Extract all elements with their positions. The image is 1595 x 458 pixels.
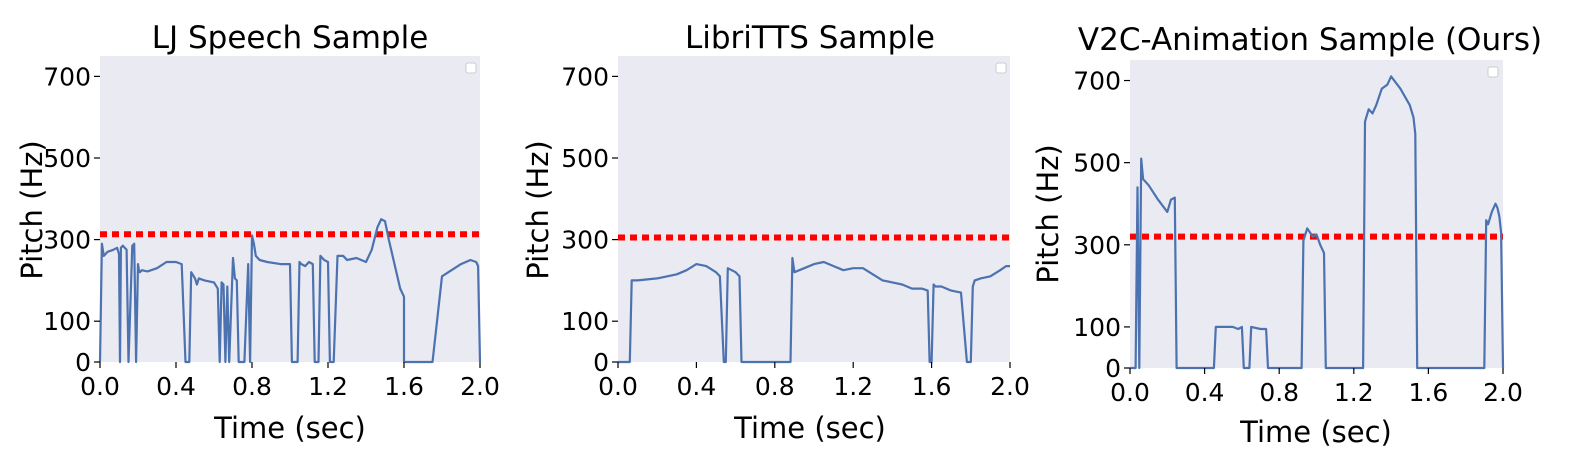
y-tick-label: 500 — [561, 144, 609, 173]
x-tick-label: 0.8 — [755, 372, 795, 401]
x-tick-label: 0.4 — [156, 372, 196, 401]
y-tick-label: 300 — [43, 226, 91, 255]
x-tick-label: 0.4 — [677, 372, 717, 401]
y-tick-label: 500 — [1073, 149, 1121, 178]
x-axis-label: Time (sec) — [213, 411, 366, 445]
pitch-series-line — [98, 218, 482, 364]
x-axis-label: Time (sec) — [733, 411, 886, 445]
x-axis: 0.0 0.4 0.8 1.2 1.6 2.0 — [1110, 368, 1523, 407]
x-tick-label: 0.0 — [80, 372, 120, 401]
plot-area — [1130, 60, 1503, 368]
x-tick-label: 1.2 — [1334, 378, 1374, 407]
y-axis: 0 100 300 500 700 — [43, 62, 100, 377]
y-axis: 0 100 300 500 700 — [1073, 67, 1130, 383]
y-tick-label: 0 — [75, 348, 91, 377]
pitch-series-line — [618, 256, 1010, 364]
chart-panel-libritts: LibriTTS Sample 0 100 300 500 700 0.0 0.4 0.8 1… — [521, 20, 1030, 445]
y-tick-label: 0 — [1105, 354, 1121, 383]
y-tick-label: 700 — [1073, 67, 1121, 96]
x-tick-label: 1.2 — [833, 372, 873, 401]
x-axis: 0.0 0.4 0.8 1.2 1.6 2.0 — [80, 362, 500, 401]
x-tick-label: 0.0 — [598, 372, 638, 401]
y-axis: 0 100 300 500 700 — [561, 62, 618, 377]
y-tick-label: 100 — [1073, 313, 1121, 342]
y-axis-label: Pitch (Hz) — [521, 140, 555, 279]
x-tick-label: 1.2 — [308, 372, 348, 401]
x-tick-label: 1.6 — [912, 372, 952, 401]
x-tick-label: 2.0 — [990, 372, 1030, 401]
y-axis-label: Pitch (Hz) — [1031, 144, 1065, 283]
y-tick-label: 0 — [593, 348, 609, 377]
x-tick-label: 0.0 — [1110, 378, 1150, 407]
y-tick-label: 700 — [561, 62, 609, 91]
y-tick-label: 300 — [561, 226, 609, 255]
y-tick-label: 500 — [43, 144, 91, 173]
x-axis-label: Time (sec) — [1239, 415, 1392, 449]
y-tick-label: 300 — [1073, 231, 1121, 260]
chart-title: V2C-Animation Sample (Ours) — [1078, 22, 1542, 58]
x-tick-label: 0.8 — [1259, 378, 1299, 407]
x-tick-label: 2.0 — [1483, 378, 1523, 407]
legend-box — [1487, 66, 1499, 78]
x-tick-label: 1.6 — [384, 372, 424, 401]
pitch-series-line — [1130, 75, 1505, 370]
x-tick-label: 2.0 — [460, 372, 500, 401]
y-axis-label: Pitch (Hz) — [15, 140, 49, 279]
x-tick-label: 0.4 — [1185, 378, 1225, 407]
legend-box — [465, 62, 477, 74]
chart-panel-v2c-animation: V2C-Animation Sample (Ours) 0 100 300 500 70… — [1031, 22, 1542, 449]
y-tick-label: 100 — [561, 307, 609, 336]
y-tick-label: 100 — [43, 307, 91, 336]
x-axis: 0.0 0.4 0.8 1.2 1.6 2.0 — [598, 362, 1030, 401]
chart-title: LJ Speech Sample — [152, 20, 429, 56]
x-tick-label: 1.6 — [1409, 378, 1449, 407]
chart-title: LibriTTS Sample — [685, 20, 935, 56]
plot-area — [618, 56, 1010, 362]
x-tick-label: 0.8 — [232, 372, 272, 401]
chart-panel-lj-speech: LJ Speech Sample 0 100 300 500 700 0.0 0.4 0.8… — [15, 20, 500, 445]
y-tick-label: 700 — [43, 62, 91, 91]
legend-box — [995, 62, 1007, 74]
